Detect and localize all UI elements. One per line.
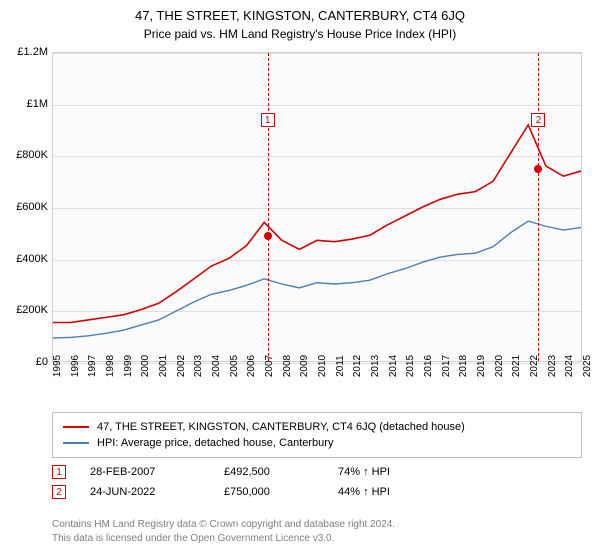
event-marker: 2 <box>531 113 545 127</box>
x-axis-label: 2000 <box>140 355 151 377</box>
x-axis-label: 2013 <box>370 355 381 377</box>
x-axis-label: 2022 <box>529 355 540 377</box>
transaction-date: 24-JUN-2022 <box>90 486 200 498</box>
y-axis-label: £800K <box>16 149 48 161</box>
x-axis-label: 2014 <box>388 355 399 377</box>
transactions-table: 1 28-FEB-2007 £492,500 74% ↑ HPI 2 24-JUN-202… <box>52 462 582 502</box>
event-vline <box>268 53 269 361</box>
legend-item: 47, THE STREET, KINGSTON, CANTERBURY, CT… <box>63 419 571 435</box>
legend: 47, THE STREET, KINGSTON, CANTERBURY, CT… <box>52 412 582 458</box>
x-axis-label: 2016 <box>423 355 434 377</box>
x-axis-label: 2015 <box>405 355 416 377</box>
x-axis-label: 2010 <box>317 355 328 377</box>
y-axis-label: £200K <box>16 304 48 316</box>
y-axis-label: £600K <box>16 201 48 213</box>
event-vline <box>538 53 539 361</box>
x-axis-label: 2001 <box>158 355 169 377</box>
event-marker: 1 <box>261 113 275 127</box>
x-axis-label: 2004 <box>211 355 222 377</box>
transaction-pct: 44% ↑ HPI <box>338 486 390 498</box>
chart-plot-area: 12 <box>52 52 582 362</box>
footer-line: This data is licensed under the Open Gov… <box>52 532 582 546</box>
x-axis-label: 2009 <box>299 355 310 377</box>
footer-line: Contains HM Land Registry data © Crown c… <box>52 518 582 532</box>
x-axis-label: 2008 <box>282 355 293 377</box>
footer: Contains HM Land Registry data © Crown c… <box>52 518 582 545</box>
x-axis-label: 2003 <box>193 355 204 377</box>
x-axis-label: 2011 <box>335 355 346 377</box>
y-axis-label: £0 <box>36 356 48 368</box>
transaction-price: £492,500 <box>224 466 314 478</box>
x-axis-label: 2007 <box>264 355 275 377</box>
x-axis-label: 1996 <box>70 355 81 377</box>
x-axis-label: 2025 <box>582 355 593 377</box>
x-axis-label: 2020 <box>494 355 505 377</box>
x-axis-label: 2012 <box>352 355 363 377</box>
x-axis-label: 2023 <box>547 355 558 377</box>
x-axis-label: 2021 <box>511 355 522 377</box>
y-axis-label: £1M <box>27 98 48 110</box>
transaction-row: 2 24-JUN-2022 £750,000 44% ↑ HPI <box>52 482 582 502</box>
legend-item: HPI: Average price, detached house, Cant… <box>63 435 571 451</box>
chart-title: 47, THE STREET, KINGSTON, CANTERBURY, CT… <box>0 0 600 23</box>
x-axis-label: 1995 <box>52 355 63 377</box>
x-axis-label: 2017 <box>441 355 452 377</box>
y-axis-label: £400K <box>16 253 48 265</box>
x-axis-label: 2006 <box>246 355 257 377</box>
transaction-pct: 74% ↑ HPI <box>338 466 390 478</box>
legend-swatch <box>63 426 89 428</box>
x-axis-label: 1998 <box>105 355 116 377</box>
event-dot <box>534 165 542 173</box>
series-line <box>53 221 581 338</box>
legend-swatch <box>63 442 89 444</box>
transaction-marker: 1 <box>52 465 66 479</box>
event-dot <box>264 232 272 240</box>
series-line <box>53 125 581 323</box>
x-axis-label: 2024 <box>564 355 575 377</box>
transaction-date: 28-FEB-2007 <box>90 466 200 478</box>
legend-label: HPI: Average price, detached house, Cant… <box>97 437 333 449</box>
x-axis-label: 2019 <box>476 355 487 377</box>
x-axis-label: 2005 <box>229 355 240 377</box>
legend-label: 47, THE STREET, KINGSTON, CANTERBURY, CT… <box>97 421 465 433</box>
y-axis-label: £1.2M <box>17 46 48 58</box>
x-axis-label: 1999 <box>123 355 134 377</box>
chart-subtitle: Price paid vs. HM Land Registry's House … <box>0 23 600 41</box>
x-axis-label: 2018 <box>458 355 469 377</box>
transaction-price: £750,000 <box>224 486 314 498</box>
transaction-marker: 2 <box>52 485 66 499</box>
x-axis-label: 1997 <box>87 355 98 377</box>
transaction-row: 1 28-FEB-2007 £492,500 74% ↑ HPI <box>52 462 582 482</box>
x-axis-label: 2002 <box>176 355 187 377</box>
